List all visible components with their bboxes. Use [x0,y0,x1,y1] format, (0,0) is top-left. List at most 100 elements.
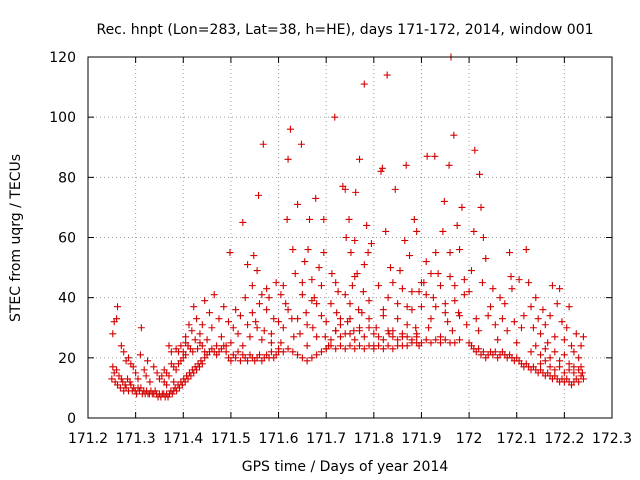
data-point [188,327,196,335]
data-point [272,279,280,287]
data-point [289,246,297,254]
data-point [475,345,483,353]
data-point [345,215,353,223]
data-point [534,315,542,323]
data-point [551,348,559,356]
data-point [578,369,586,377]
data-point [451,282,459,290]
data-point [556,357,564,365]
data-point [565,366,573,374]
data-point [308,276,316,284]
y-tick-labels: 0 20 40 60 80 100 120 [49,50,76,427]
data-point [410,215,418,223]
data-point [467,267,475,275]
data-point [355,306,363,314]
x-axis-label: GPS time / Days of year 2014 [242,459,449,475]
data-point [244,357,252,365]
data-point [190,303,198,311]
data-point [108,375,116,383]
x-tick-label: 171.2 [68,431,108,447]
data-point [532,342,540,350]
data-point [308,354,316,362]
data-point [503,327,511,335]
data-point [320,249,328,257]
data-point [501,300,509,308]
data-point [346,342,354,350]
data-point [579,375,587,383]
data-point [470,227,478,235]
data-point [417,339,425,347]
data-point [365,315,373,323]
data-point [498,315,506,323]
data-point [425,324,433,332]
data-point [478,279,486,287]
data-point [456,246,464,254]
data-point [153,369,161,377]
data-point [563,324,571,332]
x-tick-labels: 171.2 171.3 171.4 171.5 171.6 171.7 171.8 171.9… [68,431,632,447]
data-point [517,324,525,332]
data-point [423,152,431,160]
x-tick-label: 171.3 [116,431,156,447]
data-point [384,342,392,350]
data-point [394,336,402,344]
data-point [241,294,249,302]
data-point [120,348,128,356]
data-point [327,342,335,350]
data-point [298,291,306,299]
data-point [546,363,554,371]
data-point [341,185,349,193]
data-point [267,330,275,338]
data-point [336,342,344,350]
data-point [556,363,564,371]
data-point [510,318,518,326]
data-point [283,215,291,223]
data-point [560,336,568,344]
data-point [489,285,497,293]
data-point [279,348,287,356]
data-point [312,194,320,202]
data-point [282,300,290,308]
axis-ticks [87,56,613,419]
data-point [298,354,306,362]
data-point [437,339,445,347]
data-point [539,306,547,314]
data-point [313,351,321,359]
data-point [341,330,349,338]
data-point [522,246,530,254]
data-point [342,234,350,241]
data-point [408,306,416,314]
data-point [290,333,298,341]
data-point [117,375,125,383]
data-point [267,339,275,347]
data-point [444,318,452,326]
data-point [164,393,172,401]
chart-title: Rec. hnpt (Lon=283, Lat=38, h=HE), days … [96,22,593,38]
data-point [267,348,275,356]
data-point [126,378,134,386]
data-point [165,372,173,380]
y-tick-label: 40 [58,291,76,307]
data-point [487,303,495,311]
data-point [351,237,359,245]
data-point [296,330,304,338]
data-point [236,357,244,365]
data-point [463,321,471,329]
data-point [577,342,585,350]
data-point [484,312,492,320]
data-point [182,333,190,341]
data-point [375,333,383,341]
data-point [341,345,349,353]
data-point [297,140,305,148]
data-point [546,354,554,362]
data-point [465,288,473,296]
data-point [252,318,260,326]
data-point [341,291,349,299]
data-point [286,125,294,133]
data-point [275,345,283,353]
data-point [360,80,368,88]
data-point [215,315,223,323]
data-point [304,246,312,254]
data-point [422,258,430,266]
